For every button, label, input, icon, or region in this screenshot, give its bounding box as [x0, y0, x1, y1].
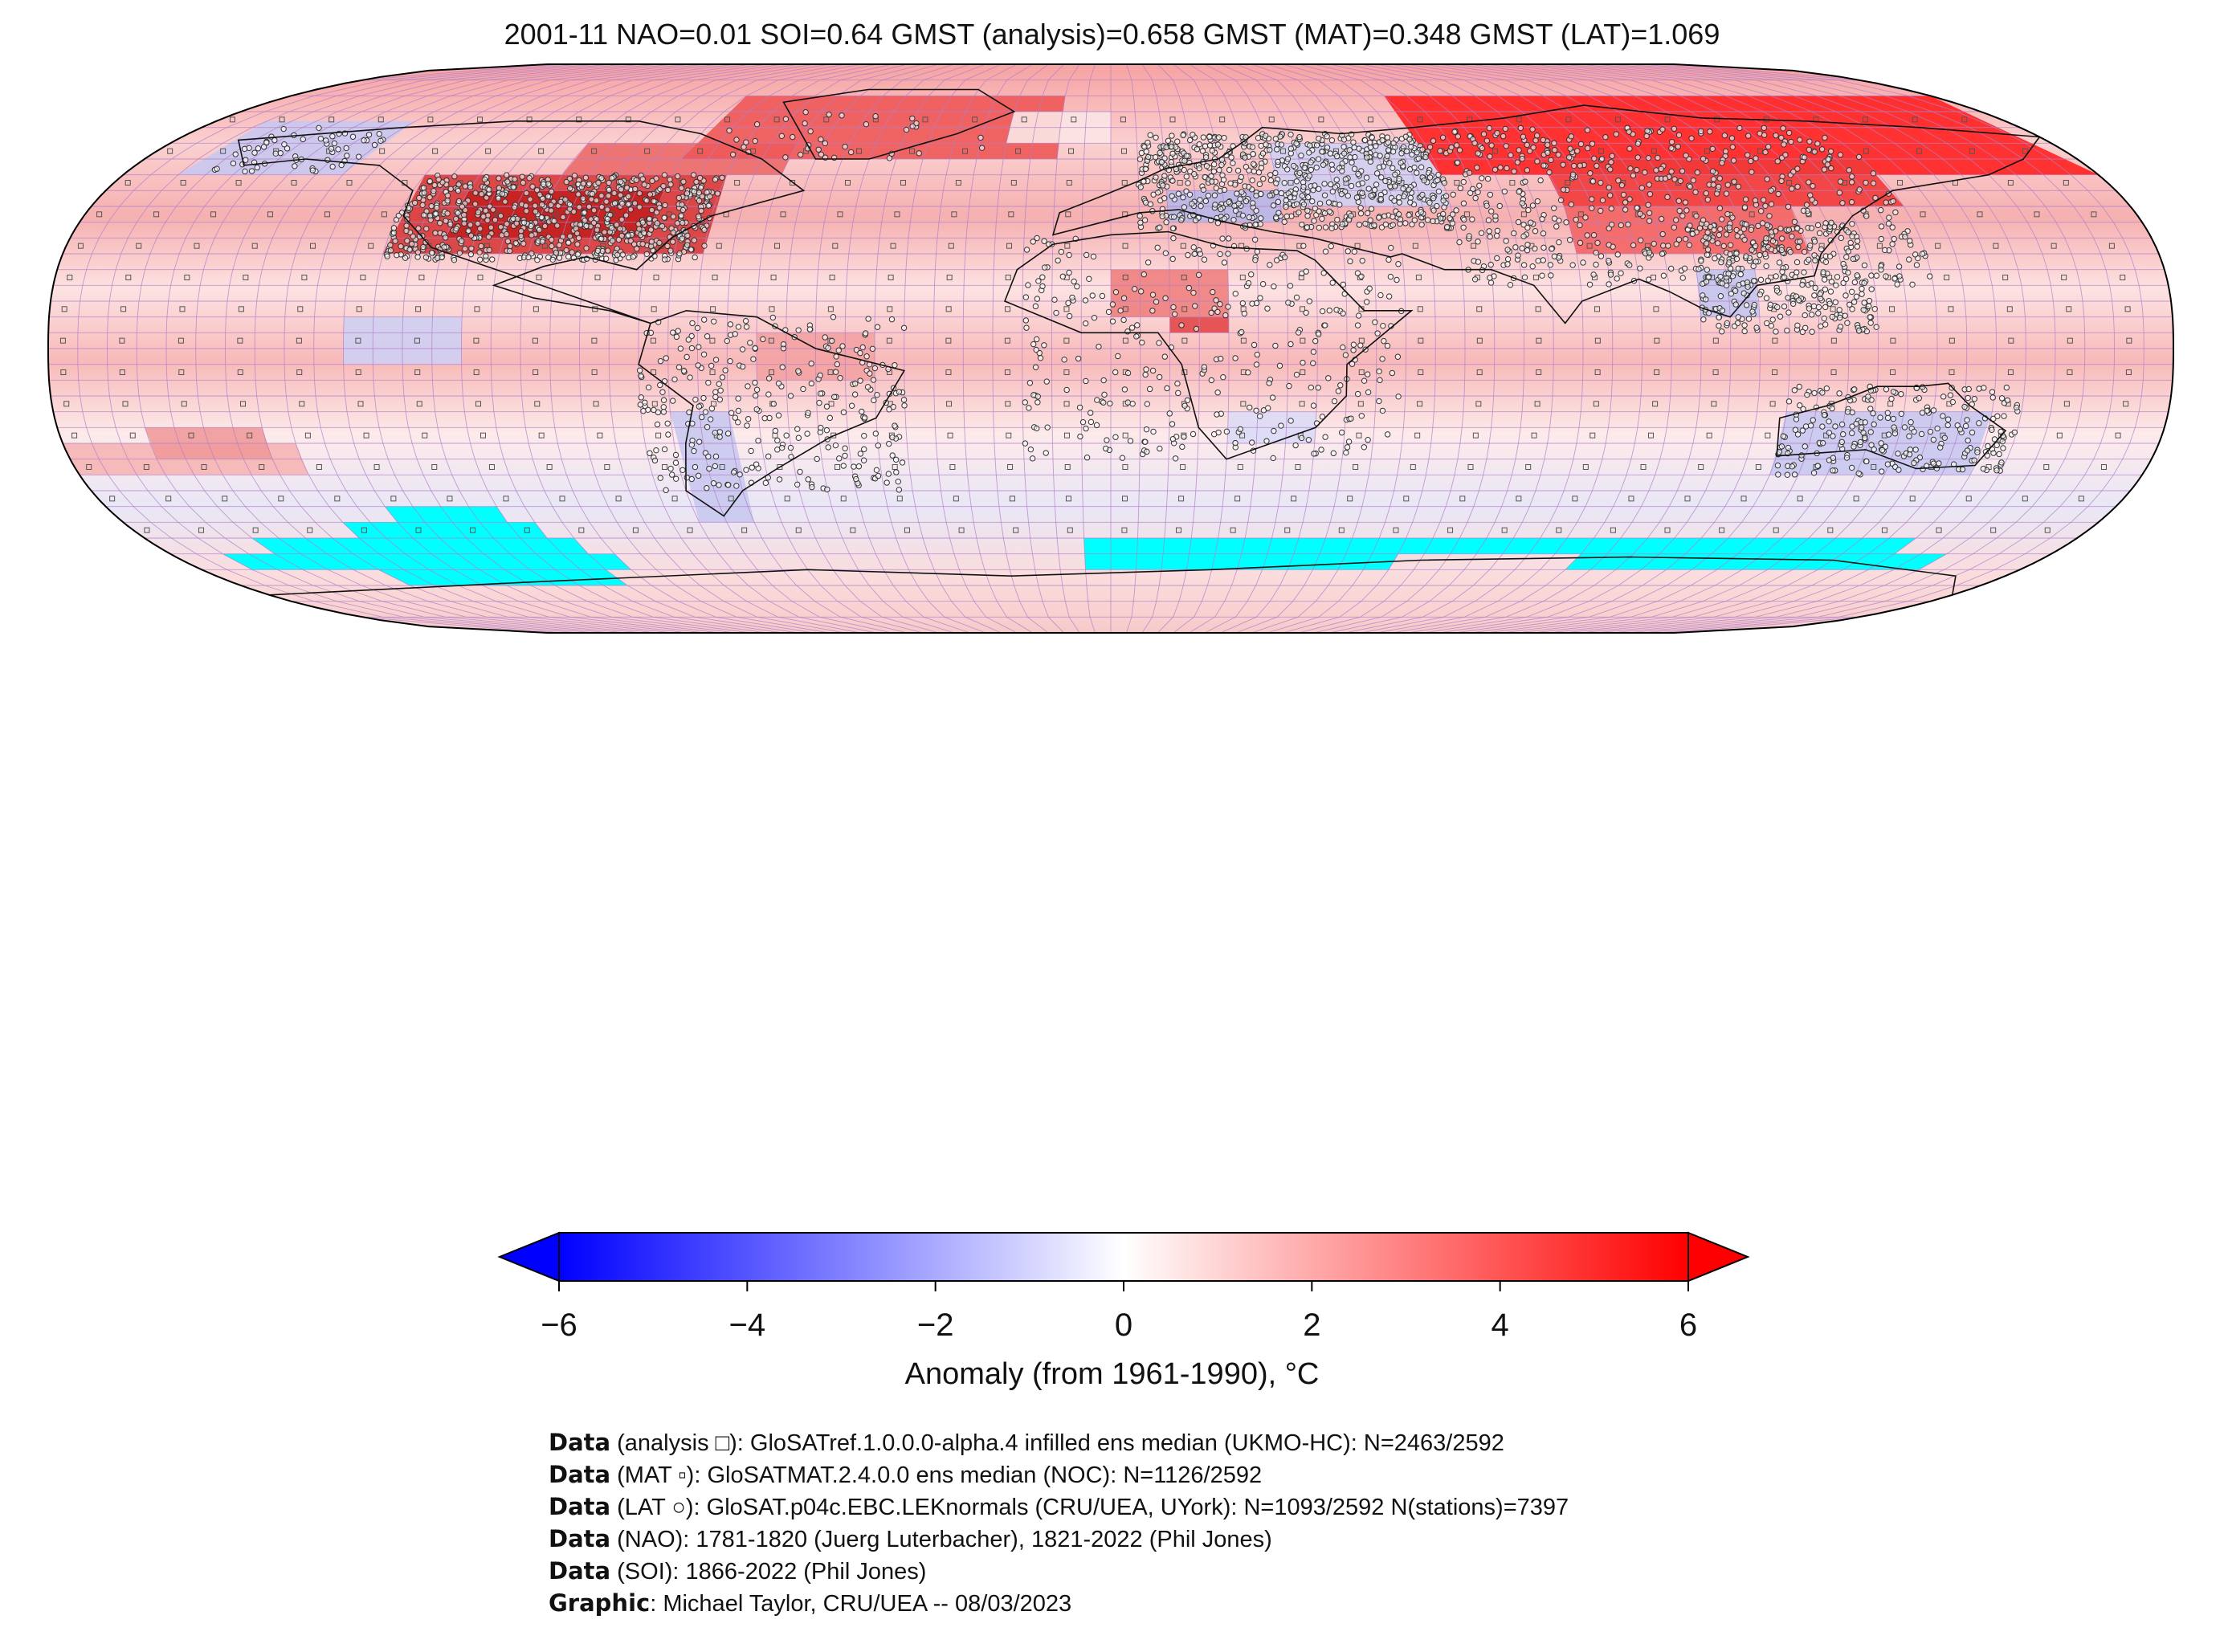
- credit-line: Graphic: Michael Taylor, CRU/UEA -- 08/0…: [549, 1588, 1569, 1620]
- colorbar-extend-max: [1687, 1231, 1750, 1283]
- colorbar-tick-label: 6: [1679, 1307, 1698, 1343]
- credit-line-text: (MAT ▫): GloSATMAT.2.4.0.0 ens median (N…: [610, 1462, 1263, 1488]
- colorbar-tick-label: 4: [1491, 1307, 1509, 1343]
- world-map: [47, 63, 2174, 634]
- credit-line: Data (analysis □): GloSATref.1.0.0.0-alp…: [549, 1427, 1569, 1459]
- credits-block: Data (analysis □): GloSATref.1.0.0.0-alp…: [549, 1427, 1569, 1620]
- colorbar-tick-label: 0: [1114, 1307, 1133, 1343]
- colorbar: [497, 1231, 1750, 1291]
- coastline-3: [1051, 104, 2041, 324]
- credit-line-label: Data: [549, 1525, 611, 1552]
- colorbar-tick-label: −2: [916, 1307, 954, 1343]
- coastline-2: [1003, 230, 1414, 460]
- credit-line-label: Data: [549, 1493, 611, 1520]
- credit-line: Data (SOI): 1866-2022 (Phil Jones): [549, 1556, 1569, 1588]
- credit-line-text: (analysis □): GloSATref.1.0.0.0-alpha.4 …: [610, 1430, 1504, 1456]
- credit-line: Data (NAO): 1781-1820 (Juerg Luterbacher…: [549, 1524, 1569, 1556]
- credit-line-text: (LAT ○): GloSAT.p04c.EBC.LEKnormals (CRU…: [610, 1495, 1569, 1520]
- colorbar-label: Anomaly (from 1961-1990), °C: [904, 1357, 1320, 1391]
- credit-line-text: : Michael Taylor, CRU/UEA -- 08/03/2023: [650, 1591, 1072, 1617]
- credit-line-label: Graphic: [549, 1589, 651, 1617]
- coastline-0: [237, 120, 806, 324]
- coastline-4: [1776, 382, 2007, 470]
- colorbar-tick-label: −4: [728, 1307, 766, 1343]
- credit-line: Data (MAT ▫): GloSATMAT.2.4.0.0 ens medi…: [549, 1459, 1569, 1491]
- coastline-5: [782, 88, 1016, 160]
- colorbar-gradient: [558, 1232, 1689, 1282]
- credit-line-text: (SOI): 1866-2022 (Phil Jones): [610, 1559, 927, 1585]
- credit-line-label: Data: [549, 1429, 611, 1456]
- colorbar-extend-min: [497, 1231, 560, 1283]
- colorbar-tick-label: −6: [541, 1307, 577, 1343]
- coastline-6: [269, 556, 1957, 596]
- credit-line: Data (LAT ○): GloSAT.p04c.EBC.LEKnormals…: [549, 1491, 1569, 1524]
- credit-line-text: (NAO): 1781-1820 (Juerg Luterbacher), 18…: [610, 1527, 1272, 1552]
- colorbar-tick-label: 2: [1303, 1307, 1321, 1343]
- credit-line-label: Data: [549, 1461, 611, 1488]
- credit-line-label: Data: [549, 1557, 611, 1585]
- map-title: 2001-11 NAO=0.01 SOI=0.64 GMST (analysis…: [504, 18, 1720, 51]
- coastline-1: [638, 309, 906, 517]
